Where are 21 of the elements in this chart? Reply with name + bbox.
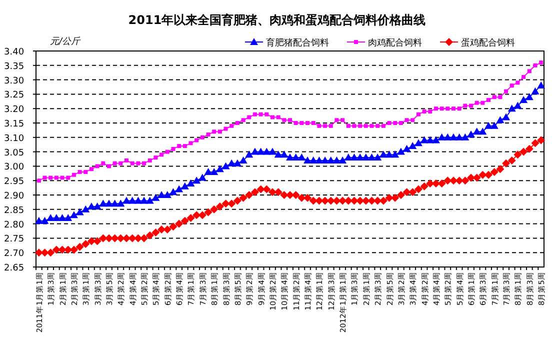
y-tick-label: 2.85 (4, 206, 24, 216)
y-tick-label: 3.15 (4, 120, 24, 130)
legend-label: 育肥猪配合饲料 (266, 38, 329, 48)
y-tick-label: 3.40 (4, 48, 24, 58)
y-tick-label: 2.65 (4, 264, 24, 274)
y-tick-label: 2.80 (4, 220, 24, 230)
y-tick-label: 3.10 (4, 134, 24, 144)
chart-title: 2011年以来全国育肥猪、肉鸡和蛋鸡配合饲料价格曲线 (128, 13, 426, 27)
y-tick-label: 2.75 (4, 234, 24, 245)
y-tick-label: 2.95 (4, 177, 24, 188)
y-tick-label: 2.90 (4, 192, 24, 202)
y-tick-label: 3.35 (4, 62, 24, 72)
y-tick-label: 3.00 (4, 162, 24, 173)
y-tick-label: 3.20 (4, 105, 24, 116)
legend-label: 蛋鸡配合饲料 (461, 38, 515, 48)
y-tick-label: 2.70 (4, 249, 24, 260)
y-tick-label: 3.25 (4, 90, 24, 101)
y-tick-label: 3.30 (4, 76, 24, 86)
y-axis-title: 元/公斤 (50, 36, 82, 47)
y-tick-label: 3.05 (4, 148, 24, 158)
legend-label: 肉鸡配合饲料 (368, 38, 422, 48)
